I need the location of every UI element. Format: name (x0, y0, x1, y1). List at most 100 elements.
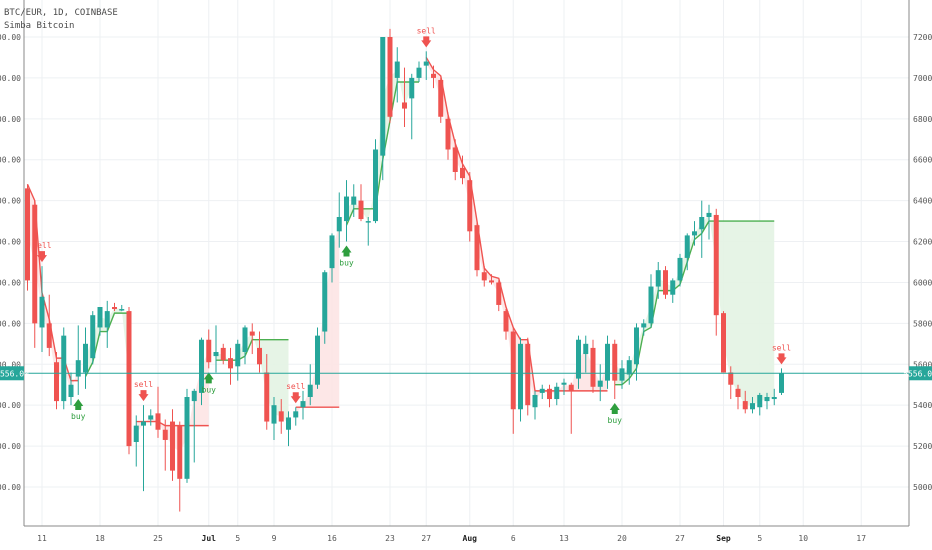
candle-body (561, 382, 567, 385)
candle-body (576, 339, 581, 379)
candle-body (387, 37, 393, 117)
candle-body (199, 339, 204, 393)
candle-body (336, 217, 342, 232)
candle-body (170, 421, 175, 471)
y-tick-label-right: 5600.00 (913, 360, 932, 369)
y-tick-label-right: 6600.00 (913, 156, 932, 165)
buy-label: buy (339, 259, 354, 268)
x-tick-label: 10 (798, 534, 808, 543)
x-tick-label: Aug (463, 534, 478, 543)
candle-body (416, 67, 422, 78)
candle-body (264, 372, 270, 422)
candle-body (677, 257, 683, 281)
y-tick-label-right: 6800.00 (913, 115, 932, 124)
candle-body (394, 61, 400, 78)
y-tick-label-left: 6400.00 (0, 197, 21, 206)
candle-body (757, 394, 763, 408)
candle-body (605, 343, 610, 381)
candle-body (619, 368, 625, 381)
candle-body (220, 347, 226, 361)
sell-label: sell (32, 241, 51, 250)
candle-body (648, 286, 654, 324)
y-tick-label-right: 6000.00 (913, 278, 932, 287)
candle-body (489, 280, 494, 283)
candle-body (307, 384, 313, 397)
buy-arrow (73, 398, 84, 410)
candle-body (728, 372, 734, 385)
x-tick-label: 13 (559, 534, 569, 543)
candle-body (25, 188, 30, 281)
y-tick-label-left: 7200.00 (0, 33, 21, 42)
sell-arrow (776, 353, 787, 365)
y-tick-label-left: 6800.00 (0, 115, 21, 124)
candle-body (39, 296, 45, 328)
candle-body (503, 311, 509, 332)
candles (25, 28, 784, 512)
last-price-tag-right (909, 366, 932, 381)
x-tick-label: 23 (385, 534, 395, 543)
x-tick-label: Sep (716, 534, 731, 543)
candle-body (452, 147, 458, 172)
candle-body (162, 429, 168, 440)
y-tick-label-left: 6000.00 (0, 278, 21, 287)
candle-body (365, 221, 371, 223)
sell-label: sell (286, 382, 305, 391)
sell-arrow (290, 392, 301, 404)
candle-body (257, 347, 262, 365)
candle-body (699, 217, 705, 230)
candle-body (634, 327, 639, 365)
candle-body (249, 331, 255, 336)
candle-body (46, 323, 52, 348)
x-tick-label: 5 (235, 534, 240, 543)
x-tick-label: 9 (272, 534, 277, 543)
candle-body (228, 358, 233, 369)
candle-body (641, 323, 647, 328)
candle-body (445, 118, 451, 150)
candle-body (97, 307, 103, 328)
candle-body (409, 77, 415, 99)
x-tick-label: 16 (327, 534, 337, 543)
candle-body (402, 102, 407, 109)
candle-body (155, 413, 161, 430)
candle-body (242, 327, 248, 352)
candle-body (467, 180, 473, 232)
y-tick-label-right: 5000.00 (913, 483, 932, 492)
candle-body (539, 388, 545, 393)
candle-body (32, 204, 38, 324)
x-tick-label: Jul (202, 534, 217, 543)
candle-body (344, 196, 349, 222)
last-price-tags: 5556.00 5556.00 (0, 366, 932, 381)
candle-body (532, 394, 538, 408)
candle-body (771, 397, 777, 400)
candle-body (141, 421, 146, 426)
candle-body (300, 401, 306, 408)
candle-body (423, 61, 429, 66)
sell-arrow (421, 36, 432, 48)
candle-body (191, 390, 197, 402)
last-price-text-right: 5556.00 (903, 369, 932, 378)
candle-body (692, 231, 697, 236)
sell-band-fill (426, 57, 608, 402)
y-tick-label-left: 6600.00 (0, 156, 21, 165)
candle-body (568, 384, 574, 391)
candle-body (663, 270, 668, 295)
candle-body (271, 405, 277, 424)
candle-body (278, 411, 284, 422)
buy-band-fill (614, 214, 775, 407)
x-tick-label: 11 (37, 534, 47, 543)
last-price-tag-left (0, 366, 24, 381)
candle-body (742, 401, 748, 410)
y-tick-label-left: 5000.00 (0, 483, 21, 492)
y-tick-label-left: 5600.00 (0, 360, 21, 369)
y-tick-label-left: 5200.00 (0, 442, 21, 451)
y-tick-label-left: 5800.00 (0, 319, 21, 328)
y-tick-label-left: 5400.00 (0, 401, 21, 410)
candle-body (706, 212, 712, 217)
candle-body (206, 339, 212, 363)
candle-body (438, 79, 444, 117)
candle-body (286, 417, 291, 430)
candle-body (293, 411, 299, 418)
candle-body (547, 388, 552, 400)
sell-arrow (138, 390, 149, 402)
